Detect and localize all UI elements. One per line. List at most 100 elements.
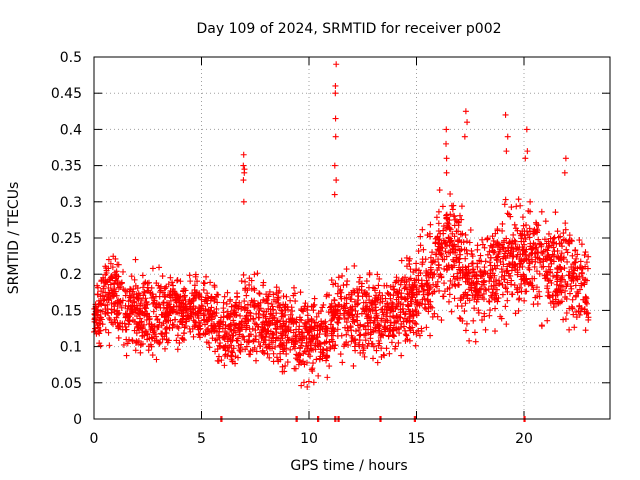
data-point: [91, 310, 98, 317]
data-point: [427, 221, 434, 228]
data-point: [441, 239, 448, 246]
data-point: [540, 263, 547, 270]
data-point: [581, 306, 588, 313]
data-point: [554, 228, 561, 235]
data-point: [419, 261, 426, 268]
data-point: [241, 307, 248, 314]
data-point: [436, 187, 443, 194]
data-point: [451, 295, 458, 302]
data-point: [179, 335, 186, 342]
data-point: [364, 343, 371, 350]
data-point: [221, 362, 228, 369]
data-point: [419, 280, 426, 287]
data-point: [404, 301, 411, 308]
data-point: [182, 301, 189, 308]
data-point: [276, 302, 283, 309]
data-point: [559, 272, 566, 279]
data-point: [363, 278, 370, 285]
data-point: [174, 277, 181, 284]
data-point: [562, 220, 569, 227]
data-point: [371, 285, 378, 292]
data-point: [529, 282, 536, 289]
data-point: [270, 291, 277, 298]
data-point: [105, 310, 112, 317]
data-point: [110, 301, 117, 308]
x-tick-label: 10: [300, 431, 318, 447]
data-point: [313, 313, 320, 320]
data-point: [362, 330, 369, 337]
data-point: [280, 328, 287, 335]
data-point: [503, 148, 510, 155]
data-point: [204, 308, 211, 315]
data-point: [451, 241, 458, 248]
data-point: [572, 282, 579, 289]
data-point: [563, 246, 570, 253]
data-point: [398, 277, 405, 284]
data-point: [406, 324, 413, 331]
data-point: [173, 337, 180, 344]
data-point: [489, 289, 496, 296]
data-point: [169, 321, 176, 328]
data-point: [190, 297, 197, 304]
data-point: [311, 301, 318, 308]
data-point: [502, 303, 509, 310]
data-point: [207, 307, 214, 314]
data-point: [249, 299, 256, 306]
data-point: [197, 320, 204, 327]
data-point: [527, 208, 534, 215]
data-point: [374, 296, 381, 303]
data-point: [378, 345, 385, 352]
data-point: [227, 310, 234, 317]
data-point: [424, 289, 431, 296]
data-point: [585, 316, 592, 323]
data-point: [472, 338, 479, 345]
data-point: [122, 292, 129, 299]
data-point: [514, 244, 521, 251]
data-point: [504, 279, 511, 286]
data-point: [434, 267, 441, 274]
data-point: [334, 306, 341, 313]
data-point: [462, 108, 469, 115]
data-point: [382, 303, 389, 310]
y-tick-label: 0: [73, 412, 82, 428]
data-point: [538, 208, 545, 215]
data-point: [117, 320, 124, 327]
data-point: [105, 265, 112, 272]
data-point: [565, 272, 572, 279]
data-point: [331, 191, 338, 198]
data-point: [349, 318, 356, 325]
data-point: [131, 298, 138, 305]
data-point: [283, 350, 290, 357]
data-point: [341, 315, 348, 322]
data-point: [537, 259, 544, 266]
x-axis-label: GPS time / hours: [290, 458, 407, 474]
data-point: [504, 288, 511, 295]
data-point: [357, 349, 364, 356]
data-point: [150, 293, 157, 300]
data-point: [96, 340, 103, 347]
data-point: [525, 231, 532, 238]
data-point: [395, 339, 402, 346]
data-point: [264, 322, 271, 329]
data-point: [386, 326, 393, 333]
data-point: [275, 294, 282, 301]
data-point: [450, 212, 457, 219]
data-point: [263, 344, 270, 351]
data-point: [429, 304, 436, 311]
data-point: [373, 347, 380, 354]
data-point: [494, 226, 501, 233]
data-point: [545, 243, 552, 250]
data-point: [554, 278, 561, 285]
data-point: [270, 331, 277, 338]
data-point: [450, 256, 457, 263]
data-point: [218, 357, 225, 364]
data-point: [359, 341, 366, 348]
data-point: [155, 324, 162, 331]
data-point: [414, 301, 421, 308]
data-point: [169, 282, 176, 289]
data-point: [566, 326, 573, 333]
data-point: [558, 240, 565, 247]
data-point: [568, 238, 575, 245]
data-point: [556, 282, 563, 289]
data-point: [479, 273, 486, 280]
